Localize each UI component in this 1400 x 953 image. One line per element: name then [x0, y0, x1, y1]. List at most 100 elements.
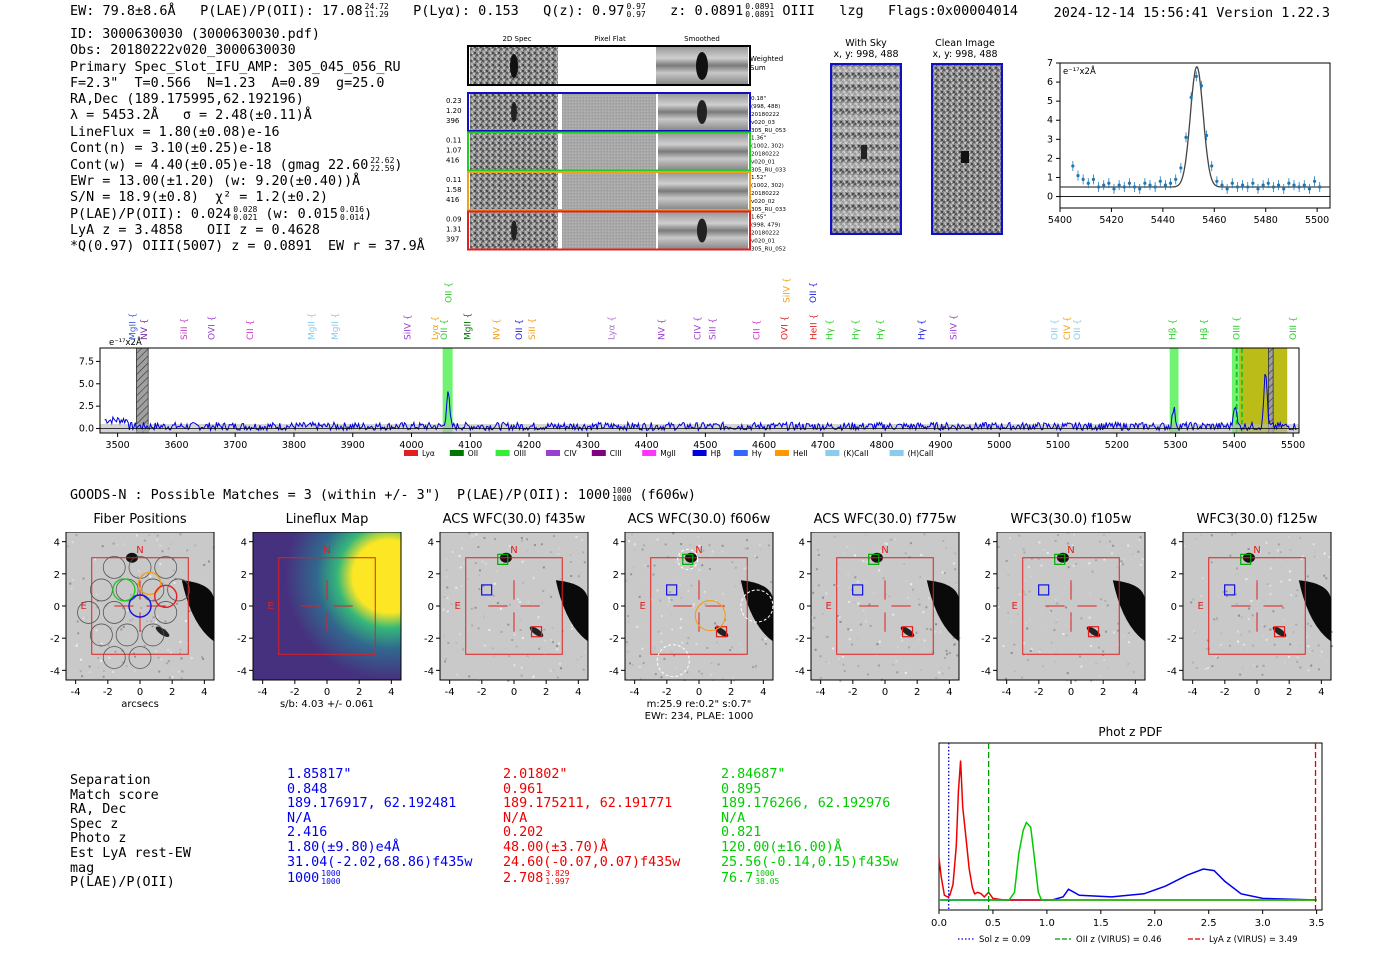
cutout-noise: [516, 598, 519, 601]
cutout-noise: [75, 533, 78, 536]
zoom-data-point: [1287, 181, 1291, 185]
cutout-noise: [183, 601, 186, 604]
cutout-noise: [915, 631, 918, 634]
compass-n: N: [1253, 545, 1260, 556]
cutout-ytick-label: -4: [795, 666, 805, 677]
cutout-noise: [743, 567, 746, 570]
cutout-noise: [690, 584, 693, 587]
cutout-noise: [681, 641, 684, 644]
table-cell: N/A: [503, 810, 528, 826]
cutout-noise: [1106, 604, 1109, 607]
cutout-noise: [121, 649, 124, 652]
cutout-noise: [695, 641, 698, 644]
cutout-noise: [1048, 611, 1051, 614]
cutout-noise: [1065, 634, 1068, 637]
cutout-noise: [927, 597, 930, 600]
fiber-row: 0.11 1.07 416 1.36" (1002, 302) 20180222 v020_…: [446, 131, 786, 174]
cutout-noise: [97, 656, 100, 659]
zoom-ytick-label: 4: [1047, 115, 1053, 126]
cutout-noise: [856, 637, 859, 640]
cutout-noise: [100, 659, 103, 662]
photz-legend-label: LyA z (VIRUS) = 3.49: [1209, 935, 1298, 945]
fiber-pixel-flat: [562, 133, 656, 170]
emission-line-marker: OII {: [1050, 319, 1060, 340]
cutout-noise: [767, 544, 770, 547]
cutout-noise: [96, 606, 99, 609]
cutout-noise: [1202, 601, 1205, 604]
spectrum-xtick-label: 3700: [223, 440, 247, 451]
cutout-noise: [651, 649, 654, 652]
cutout-noise: [122, 625, 125, 628]
cutout-noise: [159, 563, 162, 566]
legend-swatch: [495, 450, 510, 456]
spectrum-ytick-label: 7.5: [79, 356, 94, 367]
cutout-noise: [1091, 570, 1094, 573]
zoom-xtick-label: 5500: [1305, 215, 1329, 226]
fiber-row-meta: v020_01: [751, 160, 775, 166]
cutout-noise: [1228, 644, 1231, 647]
contw: Cont(w) = 4.40(±0.05)e-18 (gmag 22.60: [70, 158, 369, 174]
cutout-noise: [510, 655, 513, 658]
emission-line-marker: MgII {: [308, 313, 318, 340]
table-cell: 120.00(±16.00)Å: [721, 839, 842, 855]
cutout-noise: [500, 630, 503, 633]
legend-swatch: [404, 450, 418, 456]
fiber-row-meta: 20180222: [751, 231, 779, 237]
match-box-blue: [852, 584, 864, 596]
cutout-noise: [1299, 536, 1302, 539]
cutout-noise: [174, 586, 177, 589]
cutout-noise: [111, 640, 114, 643]
emission-line-label: SiII {: [528, 318, 538, 340]
cutout-noise: [487, 597, 490, 600]
table-cell: 189.175211, 62.191771: [503, 796, 673, 812]
cutout-xtick-label: 0: [882, 687, 888, 698]
cutout-noise: [848, 586, 851, 589]
cutout-noise: [454, 555, 457, 558]
cutout-noise: [1125, 664, 1128, 667]
cutout-noise: [481, 560, 484, 563]
cutout-noise: [1095, 559, 1098, 562]
zoom-ytick-label: 6: [1047, 77, 1053, 88]
cutout-noise: [885, 542, 888, 545]
table-cell: N/A: [721, 810, 746, 826]
cutout-noise: [714, 622, 717, 625]
cutout-panel: N E -4 -4 -2 -2 0 0 2 2 4 4: [1167, 532, 1333, 698]
cutout-noise: [920, 553, 923, 556]
cutout-noise: [744, 547, 747, 550]
cutout-noise: [561, 630, 564, 633]
cutout-noise: [142, 576, 145, 579]
cutout-noise: [1117, 643, 1120, 646]
emission-line-marker: OIII {: [1233, 316, 1243, 340]
fiber-circle: [77, 601, 100, 624]
zoom-data-point: [1220, 183, 1224, 187]
photz-title: Phot z PDF: [1098, 725, 1162, 739]
qz-lo: 0.97: [626, 10, 646, 19]
cutout-noise: [110, 626, 113, 629]
zoom-data-point: [1132, 185, 1137, 189]
cutout-noise: [864, 581, 867, 584]
fiber-row-meta: v020_03: [751, 120, 775, 126]
cutout-panel: N E -4 -4 -2 -2 0 0 2 2 4 4 s/b: 4.03 +/- 0.061: [237, 532, 402, 710]
cutout-noise: [708, 544, 711, 547]
cutout-noise: [1070, 555, 1073, 558]
cutout-noise: [1299, 666, 1302, 669]
qz-hi: 0.97: [626, 2, 646, 11]
cutout-noise: [888, 595, 891, 598]
cutout-noise: [1056, 602, 1059, 605]
cutout-noise: [576, 658, 579, 661]
cutout-noise: [172, 569, 175, 572]
cutout-noise: [180, 677, 183, 680]
zoom-frame: [1059, 62, 1331, 209]
cutout-noise: [582, 551, 585, 554]
cutout-noise: [1030, 557, 1033, 560]
z-hi: 0.0891: [745, 2, 775, 11]
cutout-xtick-label: 4: [1318, 687, 1324, 698]
cutout-noise: [875, 654, 878, 657]
cutout-noise: [168, 676, 171, 679]
cutout-noise: [477, 627, 480, 630]
cutout-noise: [80, 658, 83, 661]
cutout-noise: [550, 551, 553, 554]
fiber-row-meta: 20180222: [751, 191, 779, 197]
bright-galaxy: [1298, 580, 1331, 642]
cutout-noise: [883, 542, 886, 545]
